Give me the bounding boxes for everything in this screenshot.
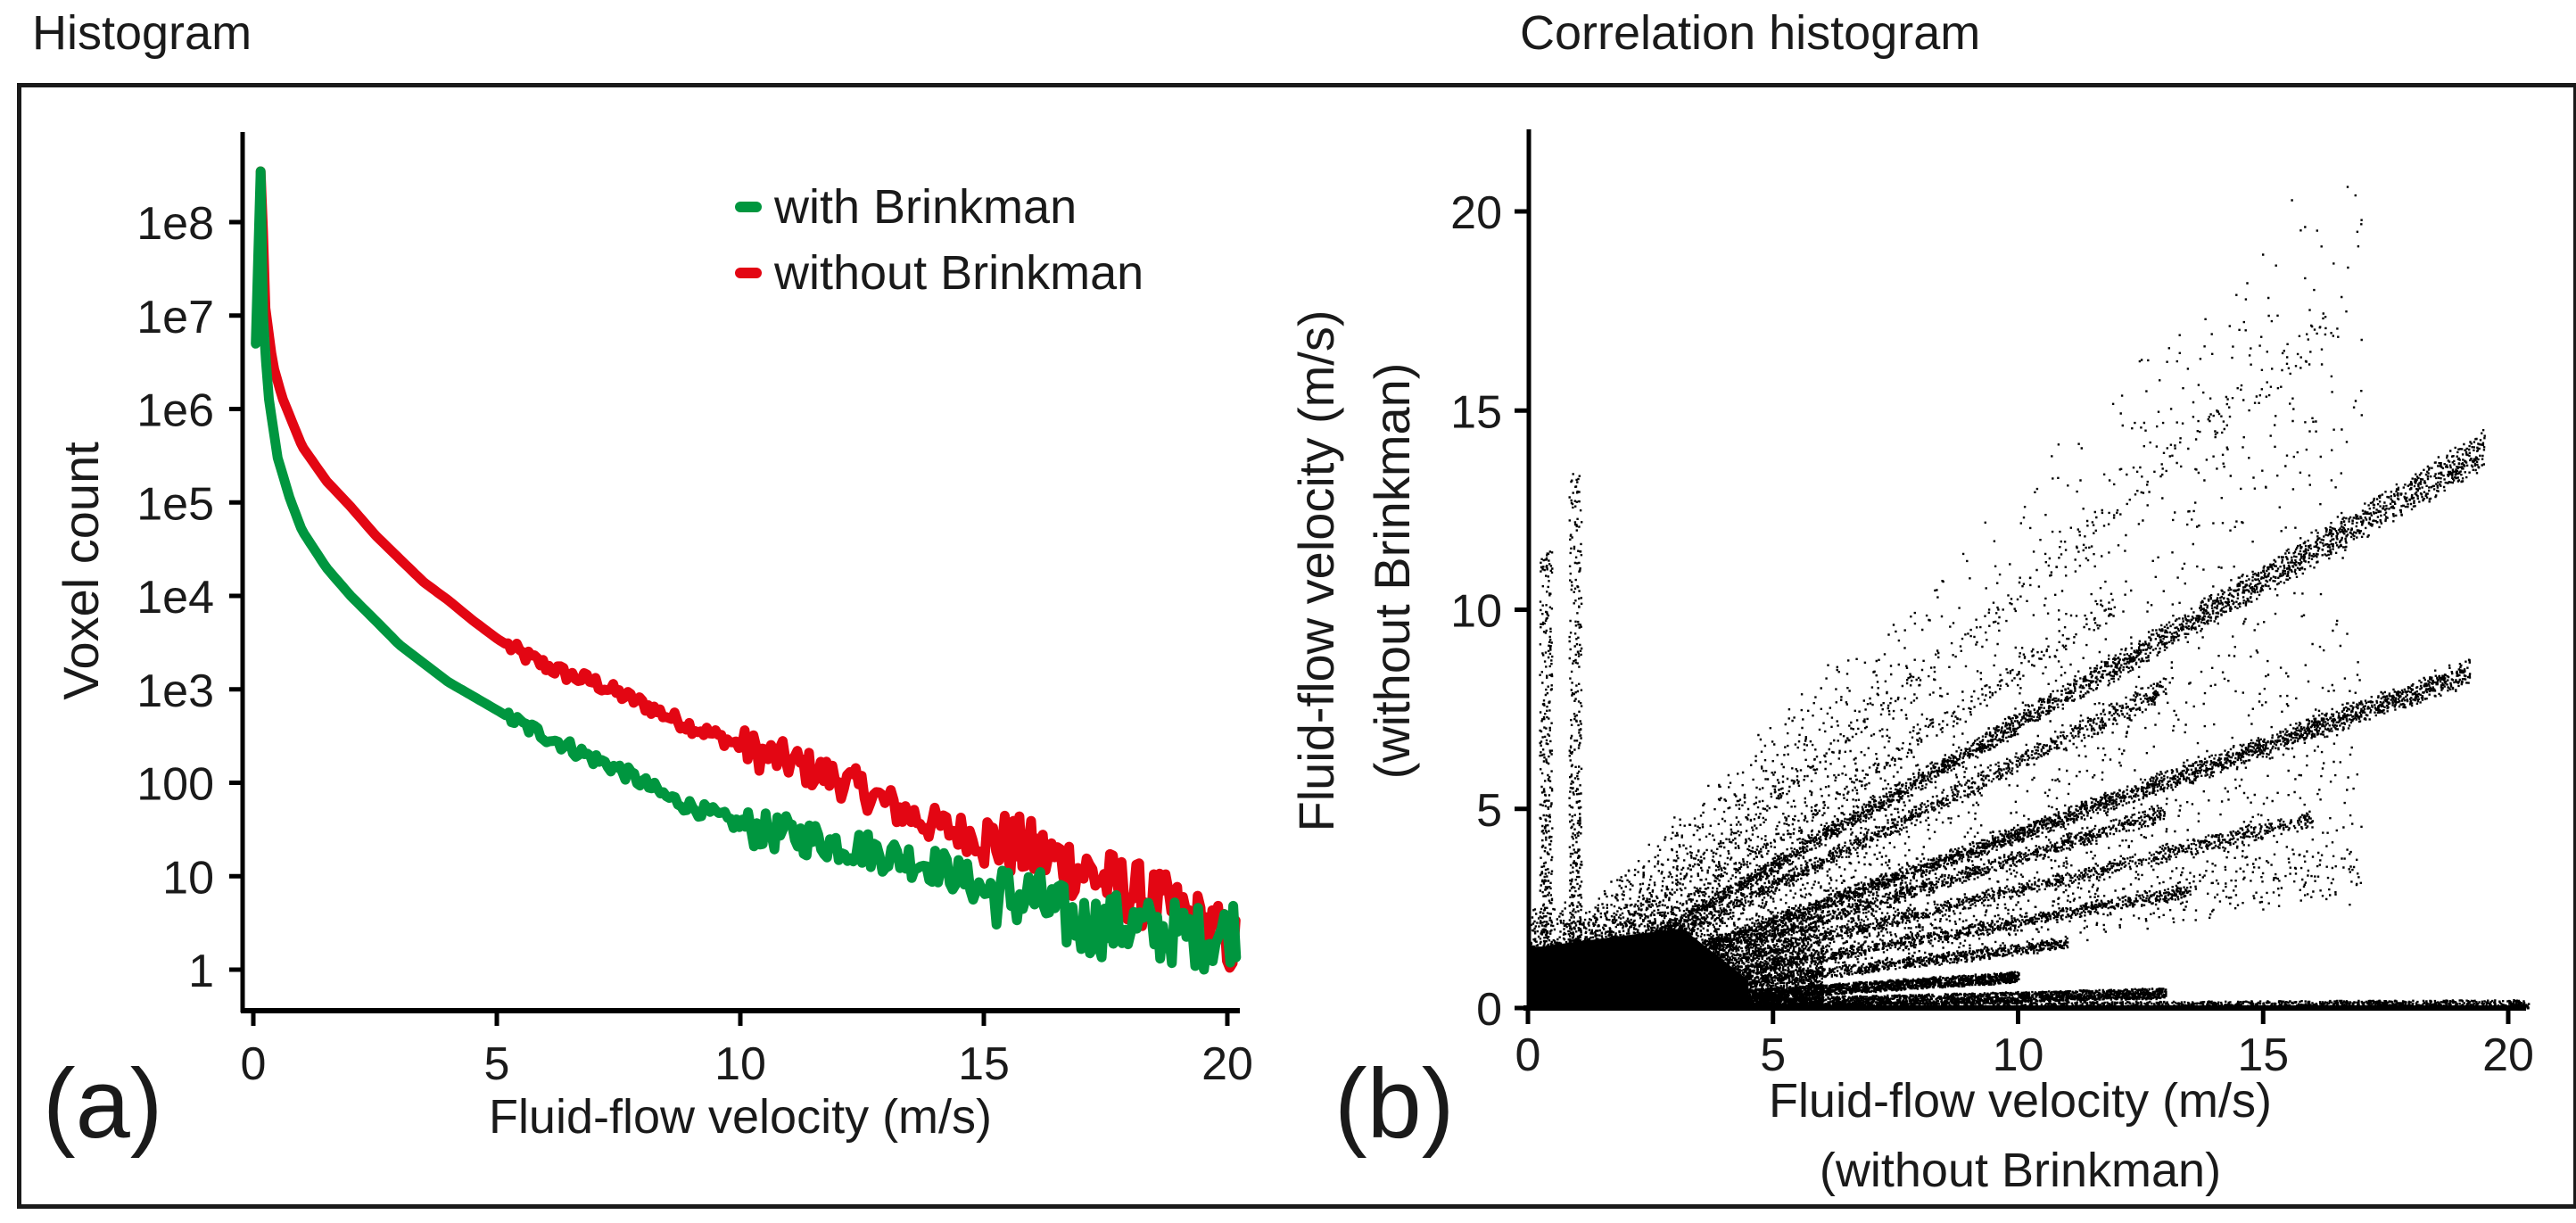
series-line-with-brinkman [251, 166, 1242, 975]
histogram-y-tick-label: 1e4 [136, 572, 214, 624]
histogram-x-axis-label: Fluid-flow velocity (m/s) [489, 1090, 992, 1144]
correlation-y-axis-label-line2: (without Brinkman) [1364, 363, 1420, 780]
histogram-x-ticks: 0 5 10 15 20 [241, 1011, 1253, 1090]
correlation-y-tick-label: 15 [1450, 386, 1502, 438]
correlation-y-ticks: 0 5 10 15 20 [1450, 187, 1529, 1036]
scatter-points [1528, 186, 2531, 1011]
correlation-x-tick-label: 0 [1515, 1029, 1541, 1081]
scatter-points-group [1528, 186, 2531, 1011]
histogram-y-tick-label: 1e6 [136, 385, 214, 437]
correlation-x-tick-label: 20 [2482, 1029, 2534, 1081]
histogram-y-tick-label: 100 [136, 759, 214, 811]
panel-a-letter: (a) [43, 1049, 162, 1159]
correlation-x-axis-label: Fluid-flow velocity (m/s) [1769, 1074, 2272, 1128]
histogram-y-axis-label: Voxel count [53, 442, 109, 700]
correlation-y-tick-label: 0 [1476, 984, 1502, 1036]
histogram-x-tick-label: 10 [714, 1038, 766, 1090]
histogram-y-tick-label: 1e7 [136, 292, 214, 343]
histogram-x-tick-label: 20 [1201, 1038, 1253, 1090]
correlation-x-tick-label: 10 [1993, 1029, 2044, 1081]
panel-b-title: Correlation histogram [1520, 6, 1981, 60]
correlation-x-tick-label: 15 [2237, 1029, 2289, 1081]
legend-label-without-brinkman: without Brinkman [773, 246, 1144, 300]
histogram-x-tick-label: 5 [484, 1038, 510, 1090]
correlation-y-tick-label: 20 [1450, 187, 1502, 239]
histogram-legend: with Brinkman without Brinkman [735, 180, 1144, 300]
histogram-y-tick-label: 1e8 [136, 198, 214, 250]
correlation-y-axis-label: Fluid-flow velocity (m/s) [1288, 310, 1344, 832]
correlation-y-tick-label: 10 [1450, 586, 1502, 638]
legend-label-with-brinkman: with Brinkman [773, 180, 1077, 234]
histogram-y-tick-label: 10 [162, 852, 214, 904]
panel-b-letter: (b) [1334, 1049, 1454, 1159]
histogram-y-ticks: 1 10 100 1e3 1e4 1e5 1e6 1e7 1e8 [136, 198, 243, 997]
histogram-x-tick-label: 0 [241, 1038, 267, 1090]
histogram-chart: 1 10 100 1e3 1e4 1e5 1e6 1e7 1e8 0 5 10 15 20 Voxel … [43, 132, 1253, 1159]
correlation-x-tick-label: 5 [1760, 1029, 1786, 1081]
figure-frame [17, 83, 2576, 1209]
correlation-x-ticks: 0 5 10 15 20 [1515, 1008, 2534, 1081]
histogram-series-group [251, 166, 1242, 975]
histogram-y-tick-label: 1e3 [136, 665, 214, 717]
correlation-chart: 0 5 10 15 20 0 5 10 15 20 Fluid-flow velocity (m… [1288, 129, 2534, 1197]
panel-a-title: Histogram [32, 6, 252, 60]
histogram-y-tick-label: 1 [188, 946, 214, 997]
histogram-y-tick-label: 1e5 [136, 478, 214, 530]
series-line-without-brinkman [255, 166, 1241, 973]
correlation-x-axis-label-line2: (without Brinkman) [1820, 1144, 2221, 1197]
histogram-x-tick-label: 15 [958, 1038, 1010, 1090]
correlation-y-tick-label: 5 [1476, 785, 1502, 837]
